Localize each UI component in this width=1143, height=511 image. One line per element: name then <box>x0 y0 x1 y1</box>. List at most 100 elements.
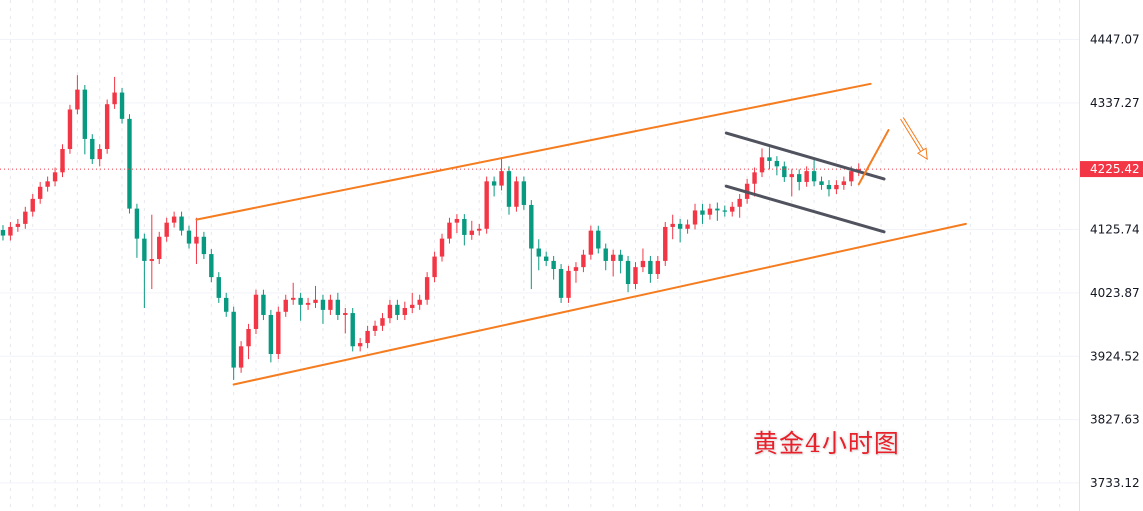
flag-lower-line[interactable] <box>724 184 886 234</box>
candle-body <box>23 211 28 224</box>
candle-body <box>692 210 698 225</box>
candle-down <box>395 299 400 321</box>
channel-upper-line[interactable] <box>195 82 872 221</box>
candle-body <box>499 171 504 186</box>
candle-body <box>581 254 586 268</box>
candle-up <box>663 222 668 266</box>
drawings[interactable] <box>195 82 967 386</box>
down-arrow[interactable] <box>900 117 928 161</box>
y-tick-label: 4447.07 <box>1090 33 1140 47</box>
candle-up <box>238 341 244 373</box>
candle-body <box>603 248 608 261</box>
candle-body <box>90 138 95 160</box>
candle-up <box>75 75 80 115</box>
candle-down <box>462 214 467 246</box>
candle-body <box>588 230 594 255</box>
candle-body <box>104 104 110 150</box>
candle-body <box>462 218 467 235</box>
flag-upper-line[interactable] <box>724 131 886 181</box>
candle-up <box>841 176 847 190</box>
candle-up <box>424 272 430 305</box>
candle-body <box>142 238 147 261</box>
candle-up <box>670 214 675 240</box>
candle-body <box>194 236 199 244</box>
candle-body <box>529 204 534 249</box>
candle-down <box>551 255 556 280</box>
candle-body <box>395 304 400 315</box>
candle-body <box>566 270 571 298</box>
candle-up <box>67 104 73 154</box>
candle-up <box>343 307 348 334</box>
candle-body <box>365 330 370 344</box>
candle-body <box>752 172 757 184</box>
candle-body <box>15 223 21 227</box>
candle-body <box>670 223 675 227</box>
y-tick-label: 3827.63 <box>1090 413 1140 427</box>
candle-down <box>134 203 140 258</box>
candle-body <box>826 184 832 190</box>
candle-body <box>313 299 318 303</box>
candle-body <box>648 260 653 275</box>
candle-body <box>0 230 6 236</box>
candle-body <box>372 325 378 331</box>
candle-up <box>164 217 169 242</box>
candle-body <box>224 297 229 312</box>
candle-up <box>707 203 713 220</box>
candle-up <box>104 99 110 154</box>
candle-body <box>506 171 512 207</box>
candle-up <box>380 313 385 331</box>
candle-body <box>209 254 214 278</box>
candle-down <box>625 255 631 293</box>
candle-body <box>246 328 251 347</box>
channel-lower-line[interactable] <box>232 222 967 386</box>
candle-up <box>566 265 571 303</box>
candle-up <box>45 176 50 192</box>
candle-up <box>454 214 460 234</box>
candle-body <box>618 254 623 261</box>
grid <box>0 0 1079 511</box>
candle-body <box>663 226 668 261</box>
candle-up <box>692 203 698 230</box>
candle-body <box>841 181 847 185</box>
candle-up <box>514 176 519 212</box>
breakout-up-line[interactable] <box>857 129 890 186</box>
candle-up <box>328 294 333 315</box>
candle-body <box>335 299 341 315</box>
candle-body <box>186 230 192 244</box>
candle-up <box>112 76 117 109</box>
candle-body <box>75 89 80 110</box>
candle-body <box>37 186 43 199</box>
candle-body <box>127 118 132 209</box>
candle-down <box>618 249 623 274</box>
candle-down <box>529 200 534 290</box>
candle-body <box>298 297 303 305</box>
candle-up <box>305 297 311 310</box>
candle-down <box>558 264 564 303</box>
candle-down <box>224 292 229 317</box>
candle-down <box>543 251 549 266</box>
candle-body <box>730 206 735 212</box>
candle-up <box>469 220 474 240</box>
candle-body <box>276 311 281 355</box>
candle-up <box>730 201 735 217</box>
candle-body <box>573 267 579 271</box>
candle-up <box>60 144 65 178</box>
candle-body <box>149 259 155 261</box>
candle-down <box>320 294 326 324</box>
candle-down <box>536 239 541 271</box>
candle-body <box>424 277 430 300</box>
candle-body <box>216 277 221 298</box>
candle-up <box>15 218 21 232</box>
candle-body <box>484 181 489 229</box>
candle-body <box>432 256 437 278</box>
candle-body <box>610 254 616 261</box>
price-axis[interactable]: 4447.07 4337.27 4125.74 4023.87 3924.52 3827.… <box>1079 0 1143 511</box>
candle-body <box>439 238 445 257</box>
y-tick-label: 3733.12 <box>1090 476 1140 490</box>
candle-down <box>774 156 780 176</box>
candle-body <box>30 198 35 212</box>
candle-body <box>521 181 527 205</box>
candle-body <box>112 92 117 105</box>
candle-body <box>164 222 169 237</box>
